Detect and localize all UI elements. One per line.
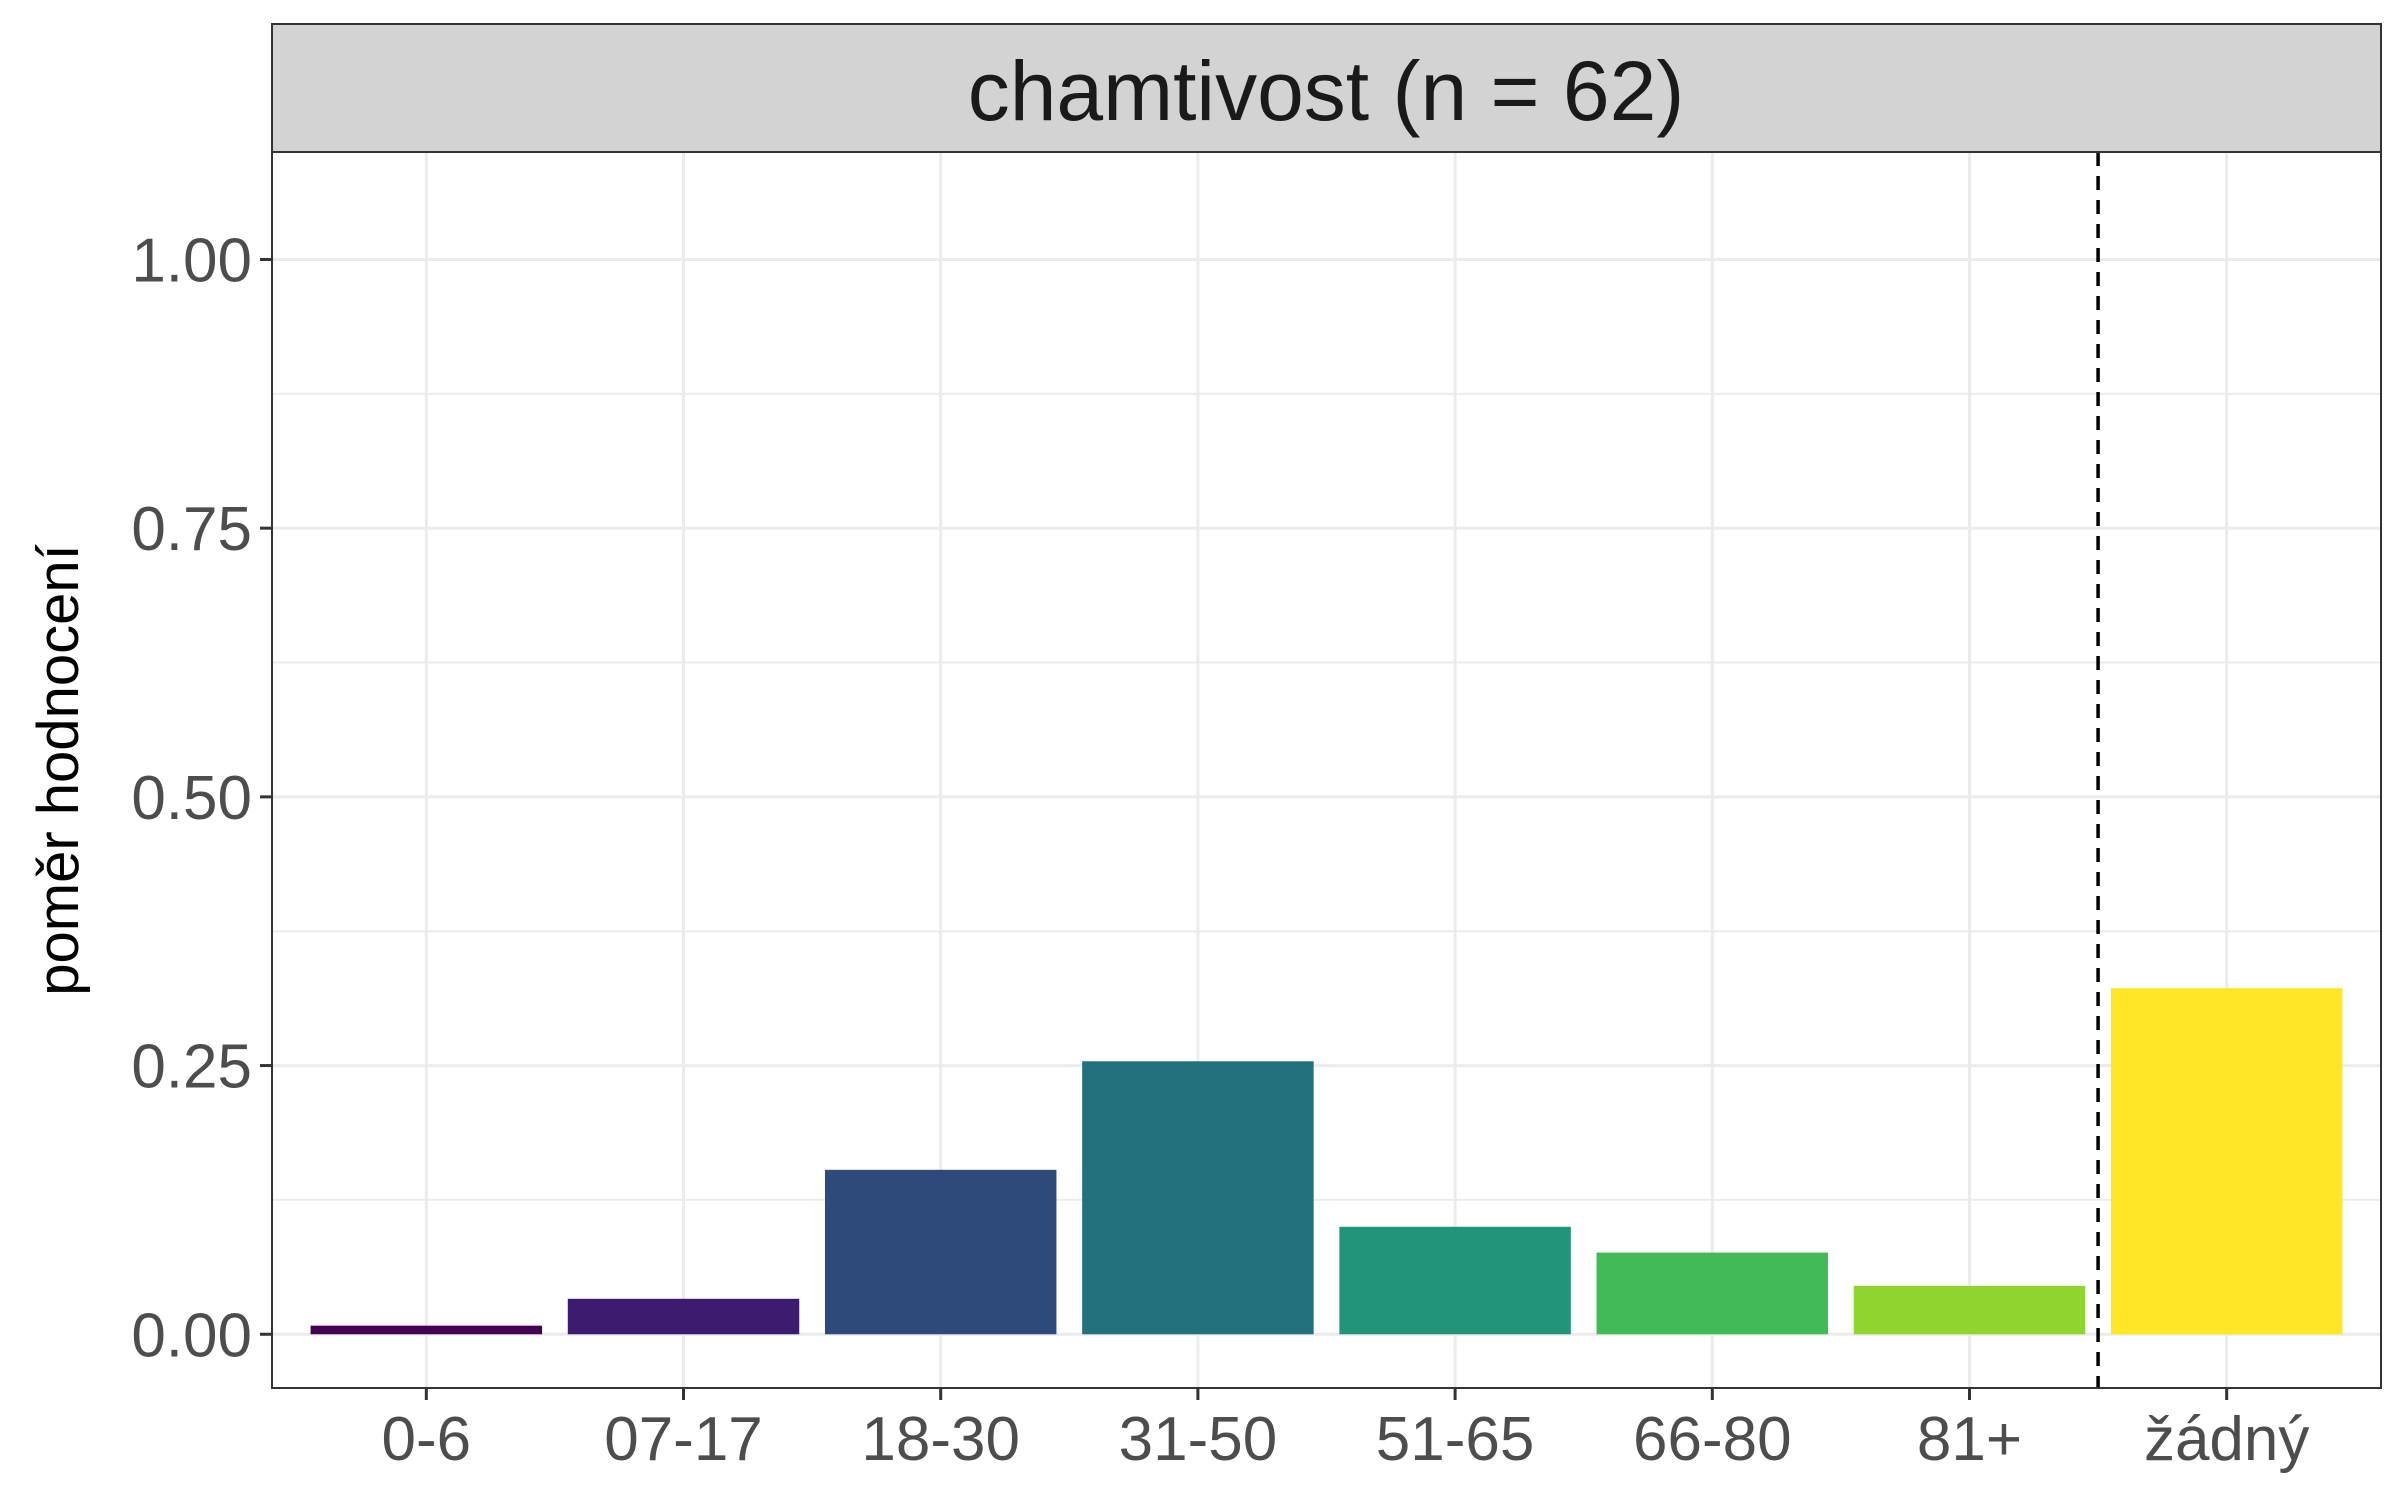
y-axis-title: poměr hodnocení (26, 544, 91, 995)
x-tick-label: 51-65 (1376, 1405, 1535, 1474)
bar-31-50 (1082, 1061, 1314, 1335)
bar-žádný (2110, 988, 2343, 1335)
x-tick-label: 31-50 (1119, 1405, 1278, 1474)
bar-66-80 (1596, 1252, 1829, 1335)
x-tick-label: 0-6 (382, 1405, 472, 1474)
x-tick-label: 18-30 (861, 1405, 1020, 1474)
y-axis: 0.00 0.25 0.50 0.75 1.00 (131, 226, 272, 1370)
panel-border (271, 151, 2382, 1389)
x-tick-label: 81+ (1917, 1405, 2022, 1474)
x-tick-label: žádný (2144, 1405, 2309, 1474)
x-axis: 0-6 07-17 18-30 31-50 51-65 66-80 81+ žádný (382, 1388, 2309, 1474)
bar-07-17 (567, 1298, 800, 1335)
bars (310, 988, 2343, 1335)
grid-lines (272, 152, 2381, 1388)
bar-0-6 (310, 1325, 543, 1335)
y-tick-label: 1.00 (131, 226, 252, 295)
y-tick-label: 0.75 (131, 495, 252, 564)
x-tick-label: 66-80 (1633, 1405, 1792, 1474)
facet-strip (271, 23, 2382, 153)
y-tick-label: 0.50 (131, 764, 252, 833)
y-tick-label: 0.25 (131, 1033, 252, 1102)
x-tick-label: 07-17 (604, 1405, 763, 1474)
plot-panel (272, 152, 2381, 1388)
chart-title: chamtivost (n = 62) (968, 44, 1685, 138)
y-tick-label: 0.00 (131, 1301, 252, 1370)
bar-18-30 (824, 1169, 1057, 1335)
bar-81+ (1853, 1285, 2086, 1335)
bar-51-65 (1339, 1226, 1571, 1335)
